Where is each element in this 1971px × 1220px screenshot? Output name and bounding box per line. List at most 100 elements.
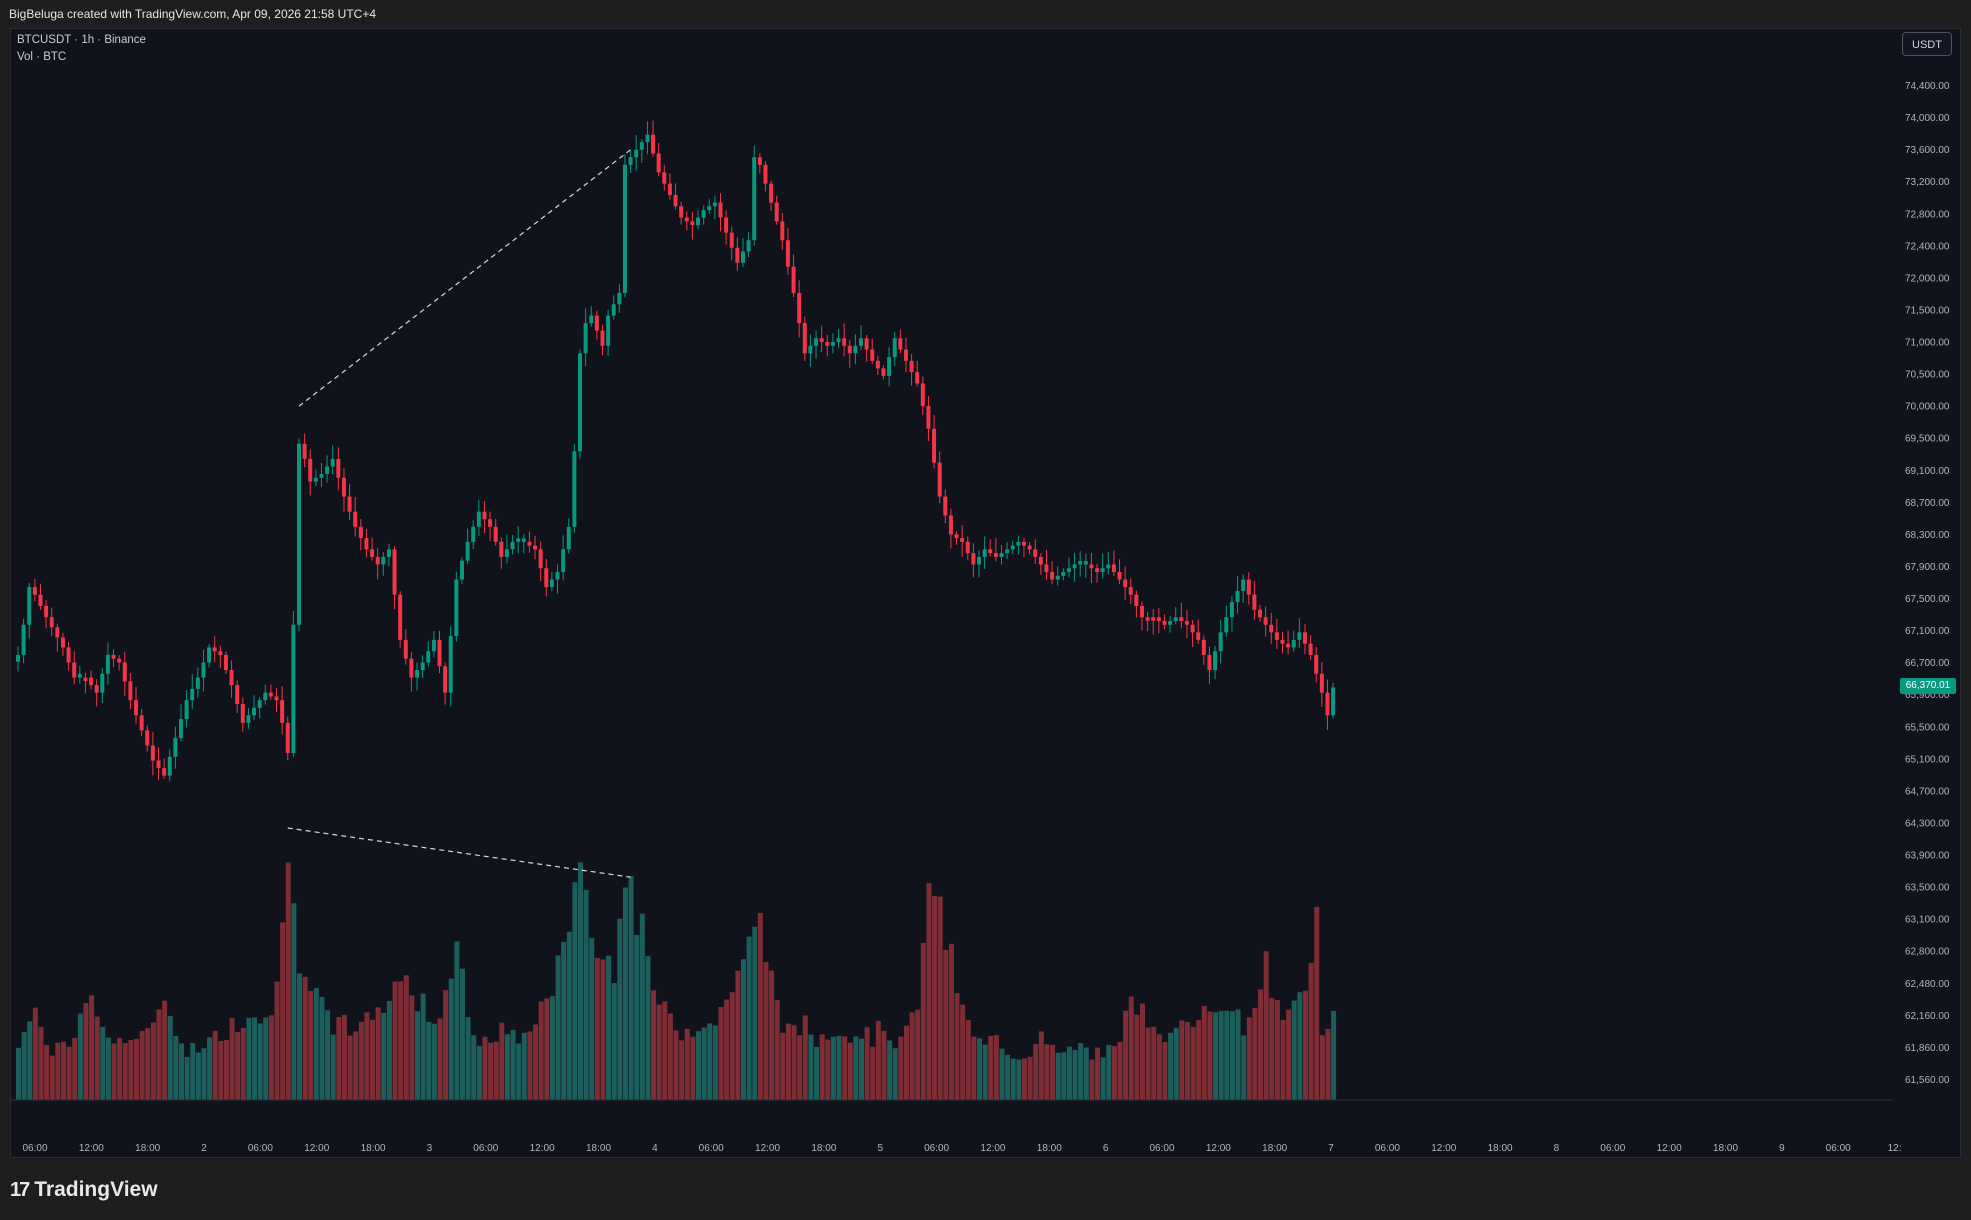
candle-body bbox=[1021, 541, 1026, 546]
candle-body bbox=[1235, 590, 1240, 603]
x-tick-label: 12:00 bbox=[980, 1143, 1005, 1154]
x-tick-label: 3 bbox=[427, 1143, 433, 1154]
volume-bar bbox=[1140, 1003, 1145, 1100]
x-tick-label: 12:00 bbox=[1657, 1143, 1682, 1154]
symbol-label[interactable]: BTCUSDT · 1h · Binance bbox=[17, 34, 146, 46]
volume-label[interactable]: Vol · BTC bbox=[17, 51, 67, 63]
volume-pane bbox=[16, 862, 1337, 1100]
volume-bar bbox=[381, 1012, 387, 1100]
volume-bar bbox=[94, 1016, 100, 1100]
candle-body bbox=[1111, 564, 1116, 573]
volume-bar bbox=[162, 1000, 168, 1100]
candle-body bbox=[578, 353, 582, 452]
candle-body bbox=[740, 251, 745, 263]
candle-body bbox=[128, 681, 133, 701]
volume-bar bbox=[1033, 1044, 1039, 1100]
candle-body bbox=[1252, 594, 1257, 610]
volume-bar bbox=[358, 1021, 364, 1100]
volume-bar bbox=[459, 968, 465, 1100]
volume-bar bbox=[173, 1035, 179, 1100]
y-tick-label: 63,500.00 bbox=[1905, 883, 1950, 894]
volume-bar bbox=[1325, 1028, 1331, 1100]
candle-body bbox=[308, 458, 313, 482]
candle-body bbox=[156, 760, 161, 769]
currency-button[interactable]: USDT bbox=[1902, 32, 1952, 56]
candle-body bbox=[105, 654, 110, 674]
price-pane[interactable] bbox=[16, 120, 1336, 782]
volume-bar bbox=[1128, 996, 1134, 1100]
y-tick-label: 72,400.00 bbox=[1905, 241, 1950, 252]
candle-body bbox=[240, 703, 245, 723]
candle-body bbox=[1140, 605, 1144, 618]
candle-body bbox=[707, 206, 712, 211]
x-tick-label: 18:00 bbox=[361, 1143, 386, 1154]
volume-bar bbox=[690, 1036, 696, 1100]
volume-bar bbox=[999, 1048, 1005, 1100]
chart-frame[interactable] bbox=[10, 28, 1961, 1158]
candle-body bbox=[1314, 654, 1319, 674]
y-tick-label: 67,500.00 bbox=[1905, 594, 1950, 605]
volume-bar bbox=[797, 1035, 803, 1100]
candle-body bbox=[1224, 617, 1229, 633]
volume-bar bbox=[336, 1017, 342, 1100]
x-tick-label: 06:00 bbox=[473, 1143, 498, 1154]
volume-bar bbox=[982, 1044, 988, 1100]
candle-body bbox=[454, 579, 459, 637]
trend-line[interactable] bbox=[298, 149, 631, 407]
candle-body bbox=[94, 685, 99, 693]
y-tick-label: 69,100.00 bbox=[1905, 466, 1950, 477]
candle-body bbox=[409, 658, 414, 678]
x-tick-label: 06:00 bbox=[248, 1143, 273, 1154]
volume-bar bbox=[808, 1034, 814, 1100]
volume-bar bbox=[735, 970, 741, 1100]
x-tick-label: 8 bbox=[1554, 1143, 1560, 1154]
volume-bar bbox=[1151, 1026, 1157, 1100]
volume-bar bbox=[1162, 1041, 1168, 1100]
candle-body bbox=[375, 556, 380, 565]
volume-bar bbox=[937, 896, 943, 1100]
volume-bar bbox=[274, 981, 280, 1100]
volume-bar bbox=[521, 1032, 527, 1100]
x-tick-label: 06:00 bbox=[1149, 1143, 1174, 1154]
volume-bar bbox=[926, 883, 932, 1100]
volume-bar bbox=[864, 1027, 870, 1100]
candle-body bbox=[162, 768, 167, 776]
volume-bar bbox=[291, 903, 297, 1100]
y-tick-label: 73,600.00 bbox=[1905, 145, 1950, 156]
candle-body bbox=[122, 662, 127, 682]
candle-body bbox=[443, 666, 448, 693]
footer-brand[interactable]: 17 TradingView bbox=[10, 1178, 158, 1202]
volume-bar bbox=[667, 1013, 673, 1100]
candle-body bbox=[488, 519, 493, 527]
candle-body bbox=[516, 538, 521, 542]
candle-body bbox=[746, 240, 751, 252]
candle-body bbox=[66, 647, 71, 663]
trend-line[interactable] bbox=[287, 827, 631, 878]
candle-body bbox=[1123, 579, 1128, 588]
y-tick-label: 61,860.00 bbox=[1905, 1043, 1950, 1054]
x-tick-label: 4 bbox=[652, 1143, 658, 1154]
candle-body bbox=[1297, 632, 1302, 640]
candle-body bbox=[1033, 549, 1038, 557]
candle-body bbox=[358, 526, 363, 539]
price-axis[interactable]: 74,400.00 74,000.00 73,600.00 73,200.00 72,8… bbox=[1905, 81, 1950, 1086]
volume-bar bbox=[684, 1028, 690, 1100]
candle-body bbox=[476, 511, 481, 527]
y-tick-label: 62,800.00 bbox=[1905, 947, 1950, 958]
volume-bar bbox=[195, 1052, 201, 1100]
volume-bar bbox=[1241, 1035, 1247, 1100]
trend-lines[interactable] bbox=[287, 149, 631, 878]
volume-bar bbox=[150, 1022, 156, 1100]
volume-bar bbox=[1145, 1027, 1151, 1100]
volume-bar bbox=[330, 1034, 336, 1100]
x-tick-label: 18:00 bbox=[1262, 1143, 1287, 1154]
y-tick-label: 65,100.00 bbox=[1905, 754, 1950, 765]
candle-body bbox=[223, 654, 228, 671]
volume-bar bbox=[712, 1025, 718, 1100]
candle-body bbox=[1083, 561, 1088, 565]
candle-body bbox=[1005, 549, 1010, 554]
time-axis[interactable]: 06:00 12:00 18:00 2 06:00 12:00 18:00 3 06:00 12:… bbox=[10, 1099, 1902, 1154]
candle-body bbox=[459, 560, 464, 580]
volume-bar bbox=[100, 1026, 106, 1100]
